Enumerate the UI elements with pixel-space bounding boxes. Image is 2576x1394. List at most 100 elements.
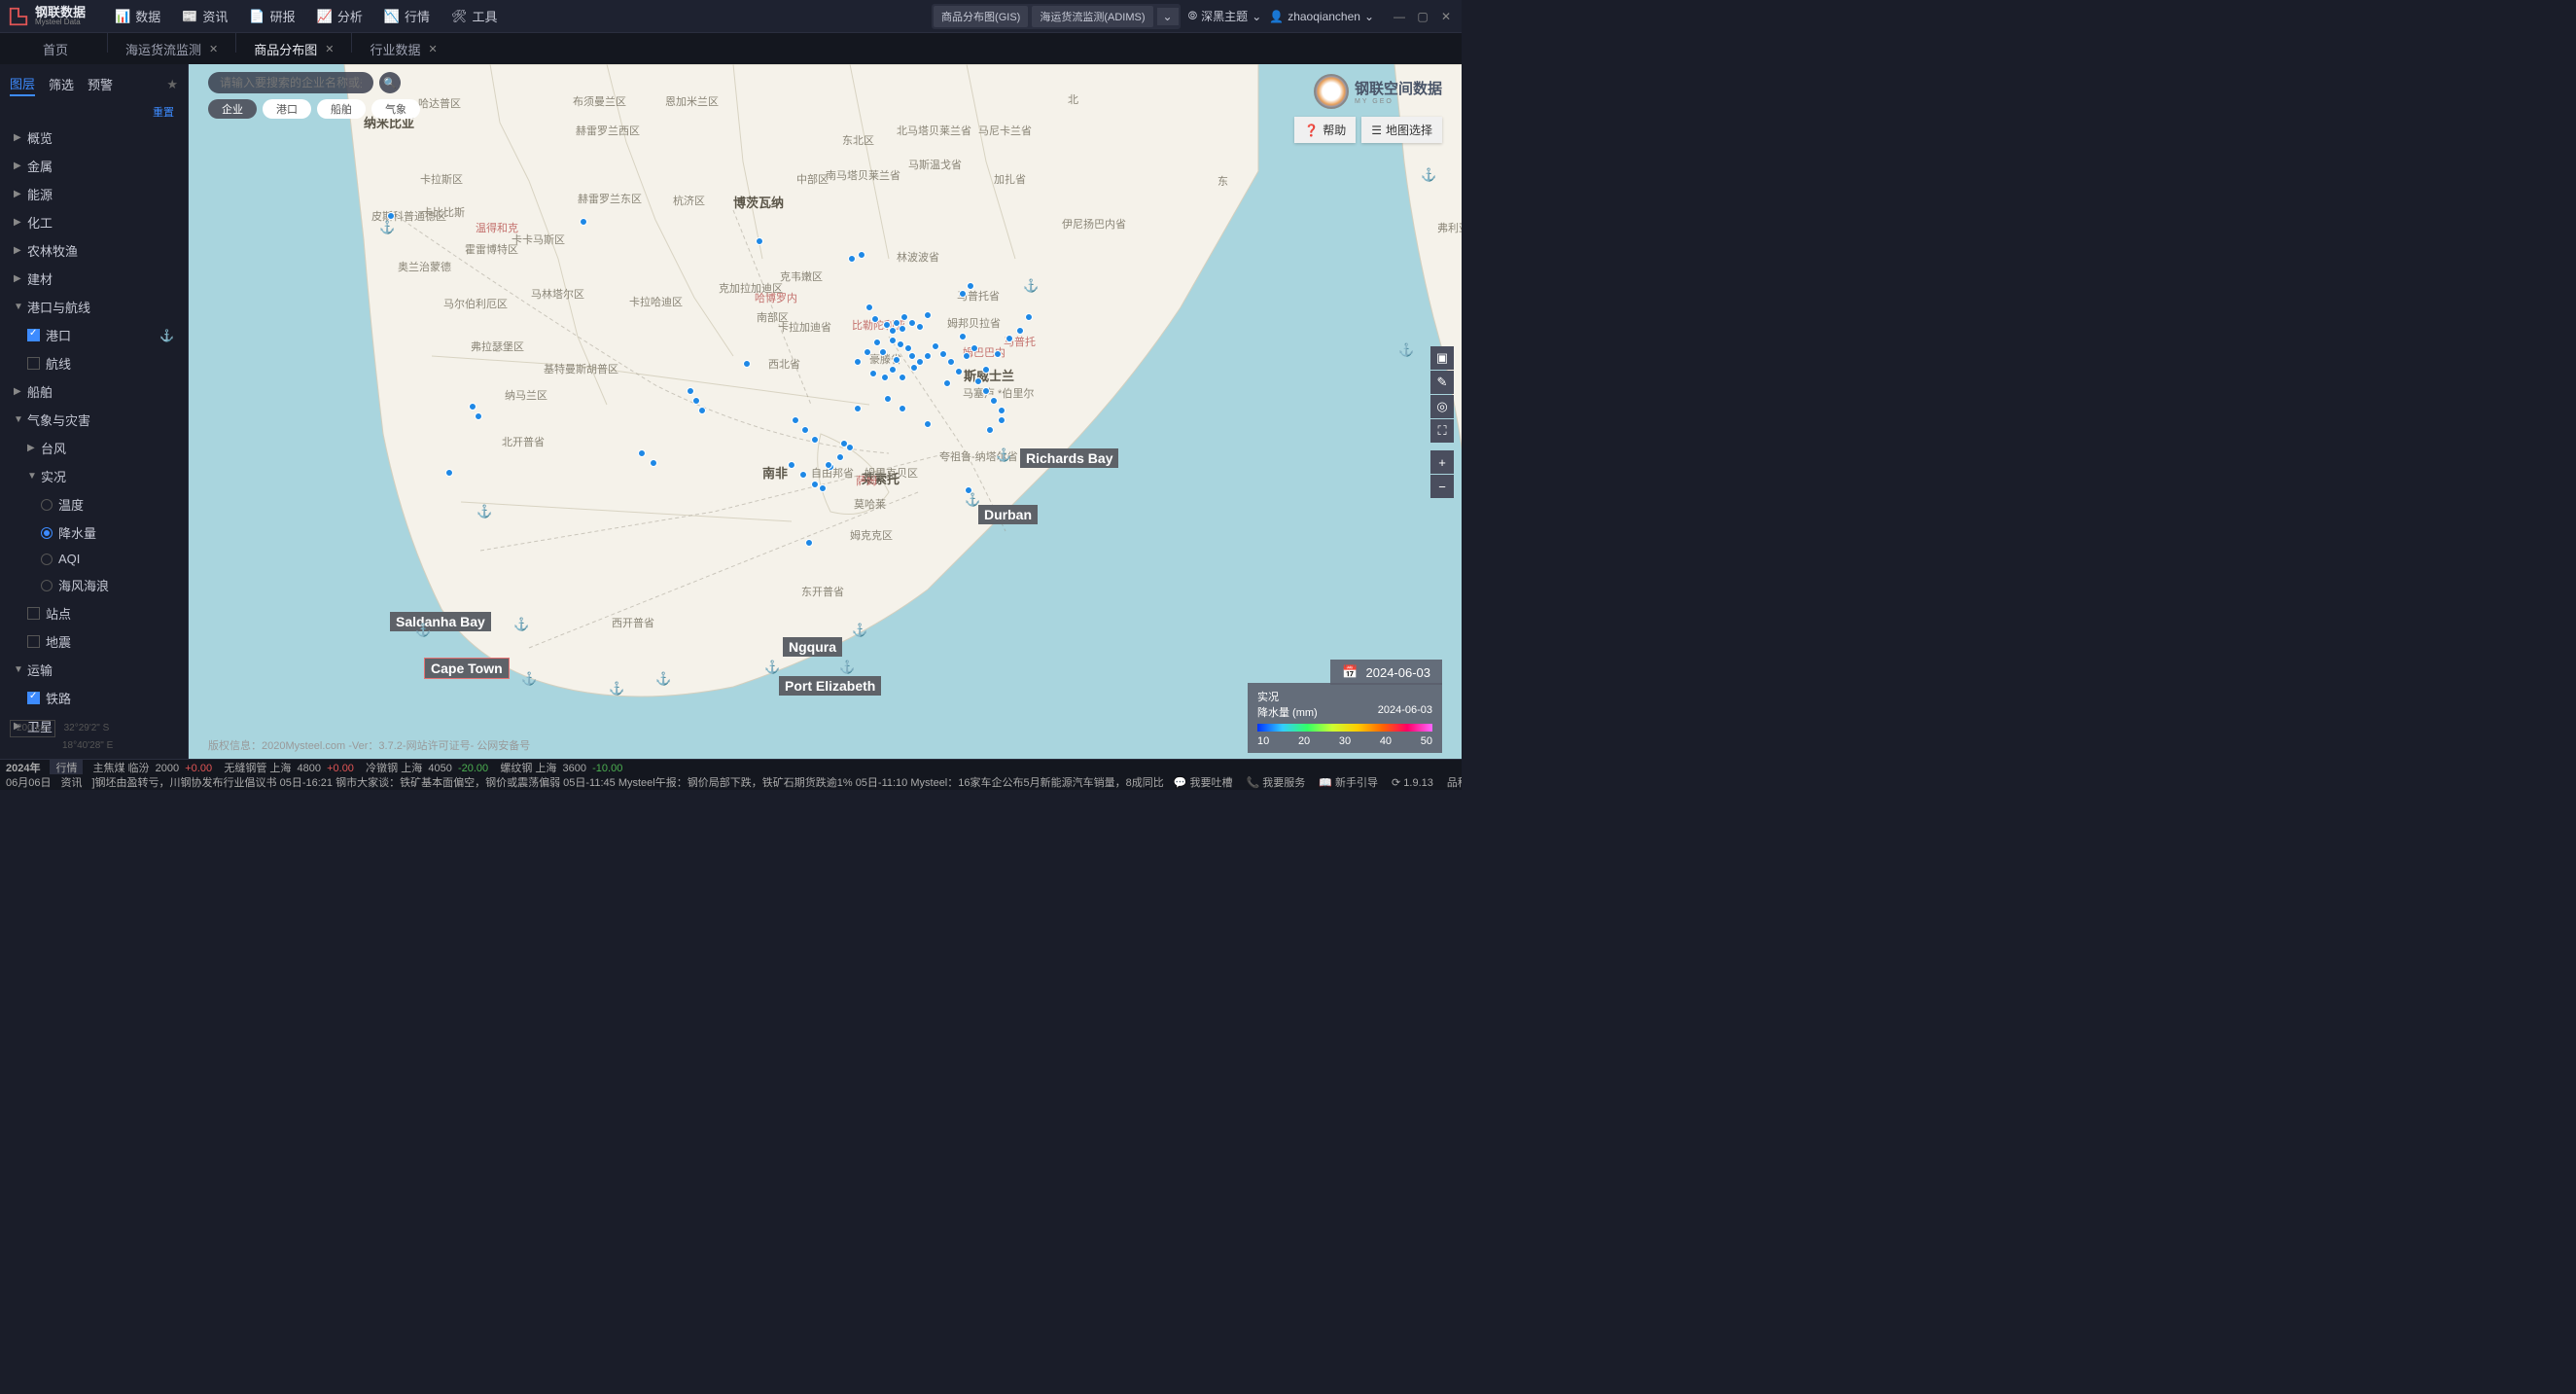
port-anchor-icon[interactable]: ⚓ bbox=[1421, 167, 1436, 183]
search-input[interactable] bbox=[208, 72, 373, 93]
port-anchor-icon[interactable]: ⚓ bbox=[379, 220, 395, 235]
enterprise-dot[interactable] bbox=[974, 377, 982, 385]
tree-海风海浪[interactable]: 海风海浪 bbox=[0, 571, 188, 599]
tree-港口[interactable]: 港口⚓ bbox=[0, 321, 188, 349]
user-menu[interactable]: 👤 zhaoqianchen ⌄ bbox=[1269, 10, 1374, 23]
radio[interactable] bbox=[41, 554, 53, 565]
enterprise-dot[interactable] bbox=[879, 348, 887, 356]
enterprise-dot[interactable] bbox=[939, 350, 947, 358]
tree-站点[interactable]: 站点 bbox=[0, 599, 188, 627]
enterprise-dot[interactable] bbox=[865, 304, 873, 311]
enterprise-dot[interactable] bbox=[788, 461, 795, 469]
checkbox[interactable] bbox=[27, 329, 40, 341]
enterprise-dot[interactable] bbox=[801, 426, 809, 434]
enterprise-dot[interactable] bbox=[959, 333, 967, 340]
tree-农林牧渔[interactable]: ▶农林牧渔 bbox=[0, 236, 188, 265]
city-label-richards-bay[interactable]: Richards Bay bbox=[1020, 448, 1118, 468]
port-anchor-icon[interactable]: ⚓ bbox=[655, 671, 671, 687]
close-icon[interactable]: ✕ bbox=[209, 43, 218, 55]
topnav-资讯[interactable]: 📰资讯 bbox=[172, 1, 237, 31]
map-select-button[interactable]: ☰地图选择 bbox=[1361, 117, 1442, 143]
enterprise-dot[interactable] bbox=[889, 327, 897, 335]
mode-adims[interactable]: 海运货流监测(ADIMS) bbox=[1032, 6, 1152, 27]
enterprise-dot[interactable] bbox=[638, 449, 646, 457]
tree-气象与灾害[interactable]: ▼气象与灾害 bbox=[0, 406, 188, 434]
enterprise-dot[interactable] bbox=[445, 469, 453, 477]
status-品种/功能/数据[interactable]: 品种/功能/数据 bbox=[1447, 774, 1462, 790]
enterprise-dot[interactable] bbox=[840, 440, 848, 447]
tool-fullscreen-icon[interactable]: ⛶ bbox=[1430, 419, 1454, 443]
checkbox[interactable] bbox=[27, 635, 40, 648]
topnav-研报[interactable]: 📄研报 bbox=[239, 1, 304, 31]
enterprise-dot[interactable] bbox=[889, 366, 897, 374]
enterprise-dot[interactable] bbox=[959, 290, 967, 298]
enterprise-dot[interactable] bbox=[998, 416, 1006, 424]
tree-降水量[interactable]: 降水量 bbox=[0, 518, 188, 547]
port-anchor-icon[interactable]: ⚓ bbox=[609, 681, 624, 697]
tree-地震[interactable]: 地震 bbox=[0, 627, 188, 656]
enterprise-dot[interactable] bbox=[756, 237, 763, 245]
enterprise-dot[interactable] bbox=[687, 387, 694, 395]
enterprise-dot[interactable] bbox=[864, 348, 871, 356]
enterprise-dot[interactable] bbox=[998, 407, 1006, 414]
ticker-item[interactable]: 无缝钢管 上海 4800 +0.00 bbox=[224, 763, 366, 774]
news-item[interactable]: 05日-11:45 Mysteel午报：钢价局部下跌，铁矿石期货跌逾1% bbox=[563, 777, 856, 789]
port-anchor-icon[interactable]: ⚓ bbox=[965, 492, 980, 508]
ticker-item[interactable]: 冷镦钢 上海 4050 -20.00 bbox=[366, 763, 500, 774]
enterprise-dot[interactable] bbox=[967, 282, 974, 290]
enterprise-dot[interactable] bbox=[871, 315, 879, 323]
port-anchor-icon[interactable]: ⚓ bbox=[521, 671, 537, 687]
pill-enterprise[interactable]: 企业 bbox=[208, 99, 257, 119]
zoom-out-icon[interactable]: − bbox=[1430, 475, 1454, 498]
port-anchor-icon[interactable]: ⚓ bbox=[839, 660, 855, 675]
enterprise-dot[interactable] bbox=[924, 311, 932, 319]
enterprise-dot[interactable] bbox=[475, 412, 482, 420]
enterprise-dot[interactable] bbox=[986, 426, 994, 434]
enterprise-dot[interactable] bbox=[869, 370, 877, 377]
tree-化工[interactable]: ▶化工 bbox=[0, 208, 188, 236]
enterprise-dot[interactable] bbox=[792, 416, 799, 424]
status-1.9.13[interactable]: ⟳ 1.9.13 bbox=[1392, 776, 1433, 789]
enterprise-dot[interactable] bbox=[899, 405, 906, 412]
radio[interactable] bbox=[41, 499, 53, 511]
tool-draw-icon[interactable]: ✎ bbox=[1430, 371, 1454, 394]
tree-AQI[interactable]: AQI bbox=[0, 547, 188, 571]
map[interactable]: 纳米比亚哈达普区卡拉斯区奥兰治蒙德霍雷博特区卡卡马斯区卡比比斯马尔伯利厄区弗拉瑟… bbox=[189, 64, 1462, 759]
tree-概览[interactable]: ▶概览 bbox=[0, 124, 188, 152]
enterprise-dot[interactable] bbox=[970, 344, 978, 352]
city-label-port-elizabeth[interactable]: Port Elizabeth bbox=[779, 676, 881, 696]
enterprise-dot[interactable] bbox=[916, 358, 924, 366]
mode-dropdown-icon[interactable]: ⌄ bbox=[1157, 8, 1179, 25]
port-anchor-icon[interactable]: ⚓ bbox=[764, 660, 780, 675]
radio[interactable] bbox=[41, 527, 53, 539]
reset-button[interactable]: 重置 bbox=[0, 100, 188, 124]
topnav-数据[interactable]: 📊数据 bbox=[105, 1, 170, 31]
tool-rect-icon[interactable]: ▣ bbox=[1430, 346, 1454, 370]
enterprise-dot[interactable] bbox=[469, 403, 476, 411]
enterprise-dot[interactable] bbox=[836, 453, 844, 461]
city-label-ngqura[interactable]: Ngqura bbox=[783, 637, 842, 657]
topnav-工具[interactable]: 🛠工具 bbox=[441, 1, 508, 31]
close-icon[interactable]: ✕ bbox=[429, 43, 438, 55]
close-icon[interactable]: ✕ bbox=[325, 43, 334, 55]
enterprise-dot[interactable] bbox=[899, 325, 906, 333]
enterprise-dot[interactable] bbox=[881, 374, 889, 381]
enterprise-dot[interactable] bbox=[692, 397, 700, 405]
enterprise-dot[interactable] bbox=[884, 395, 892, 403]
checkbox[interactable] bbox=[27, 607, 40, 620]
sidebar-tab-alert[interactable]: 预警 bbox=[88, 73, 113, 95]
tree-台风[interactable]: ▶台风 bbox=[0, 434, 188, 462]
enterprise-dot[interactable] bbox=[904, 344, 912, 352]
tab-海运货流监测[interactable]: 海运货流监测✕ bbox=[108, 33, 235, 65]
tab-商品分布图[interactable]: 商品分布图✕ bbox=[236, 33, 351, 65]
enterprise-dot[interactable] bbox=[955, 368, 963, 375]
star-icon[interactable]: ★ bbox=[166, 77, 178, 92]
enterprise-dot[interactable] bbox=[854, 405, 862, 412]
theme-selector[interactable]: ⦾ 深黑主题 ⌄ bbox=[1188, 8, 1262, 24]
enterprise-dot[interactable] bbox=[698, 407, 706, 414]
mode-gis[interactable]: 商品分布图(GIS) bbox=[934, 6, 1028, 27]
enterprise-dot[interactable] bbox=[924, 420, 932, 428]
port-anchor-icon[interactable]: ⚓ bbox=[1023, 278, 1039, 294]
ticker-item[interactable]: 主焦煤 临汾 2000 +0.00 bbox=[92, 763, 224, 774]
radio[interactable] bbox=[41, 580, 53, 591]
